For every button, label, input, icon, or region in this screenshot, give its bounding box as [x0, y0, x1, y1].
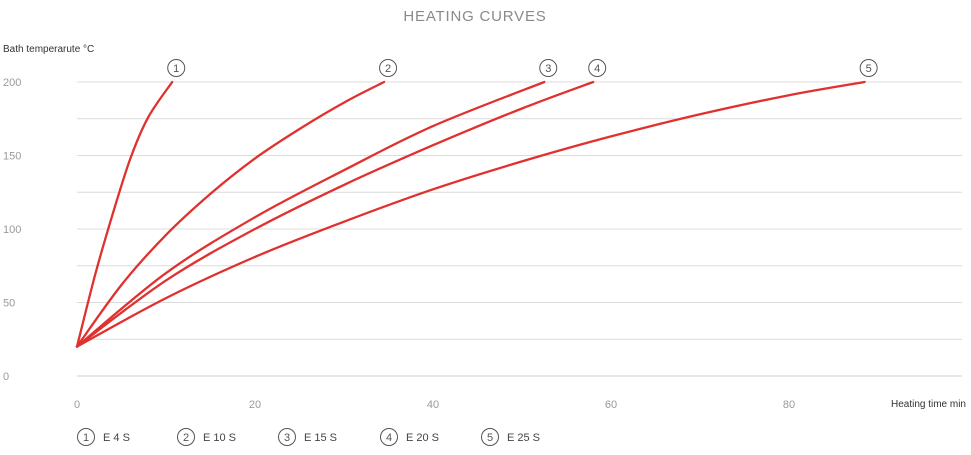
legend-label: E 10 S — [203, 432, 236, 444]
x-axis-label: Heating time min — [891, 399, 966, 410]
marker-number: 4 — [594, 63, 600, 75]
legend-label: E 25 S — [507, 432, 540, 444]
x-tick-label: 0 — [74, 399, 80, 411]
series-end-marker: 1 — [167, 59, 186, 77]
series-end-marker: 2 — [379, 59, 398, 77]
series-markers: 1 2 3 4 5 — [167, 59, 878, 77]
y-tick-label: 50 — [3, 298, 15, 310]
series-curves — [75, 80, 866, 348]
legend-marker-number: 3 — [284, 432, 290, 444]
series-end-marker: 5 — [859, 59, 878, 77]
x-tick-label: 80 — [783, 399, 795, 411]
y-axis-label: Bath temperarute °C — [3, 44, 94, 55]
legend-label: E 20 S — [406, 432, 439, 444]
legend-item: 1 E 4 S — [77, 428, 130, 446]
y-tick-label: 0 — [3, 371, 9, 383]
marker-circle — [588, 59, 607, 77]
x-tick-label: 40 — [427, 399, 439, 411]
legend-marker-number: 1 — [83, 432, 89, 444]
y-tick-label: 100 — [3, 224, 21, 236]
y-tick-label: 200 — [3, 77, 21, 89]
legend-label: E 15 S — [304, 432, 337, 444]
legend-marker-circle — [380, 428, 398, 446]
marker-number: 2 — [385, 63, 391, 75]
series-end-marker: 4 — [588, 59, 607, 77]
legend-label: E 4 S — [103, 432, 130, 444]
marker-circle — [167, 59, 186, 77]
y-tick-label: 150 — [3, 151, 21, 163]
legend-marker-number: 4 — [386, 432, 392, 444]
marker-number: 3 — [545, 63, 551, 75]
marker-circle — [859, 59, 878, 77]
legend-marker-circle — [177, 428, 195, 446]
legend-item: 5 E 25 S — [481, 428, 540, 446]
legend-marker-circle — [77, 428, 95, 446]
grid-lines — [77, 81, 962, 377]
legend-item: 2 E 10 S — [177, 428, 236, 446]
legend: 1 E 4 S 2 E 10 S 3 E 15 S 4 E 20 S 5 E 25 S — [77, 428, 540, 446]
legend-marker-circle — [481, 428, 499, 446]
legend-item: 4 E 20 S — [380, 428, 439, 446]
series-line — [75, 80, 386, 348]
x-tick-label: 20 — [249, 399, 261, 411]
marker-circle — [379, 59, 398, 77]
legend-marker-number: 5 — [487, 432, 493, 444]
series-line — [75, 80, 866, 348]
series-end-marker: 3 — [539, 59, 558, 77]
series-line — [75, 80, 174, 348]
marker-number: 1 — [173, 63, 179, 75]
series-line — [75, 80, 546, 348]
legend-marker-circle — [278, 428, 296, 446]
series-line — [75, 80, 595, 348]
chart-title: HEATING CURVES — [403, 8, 546, 25]
axis-ticks: 0 50 100 150 200 0 20 40 60 80 — [3, 77, 795, 411]
legend-marker-number: 2 — [183, 432, 189, 444]
x-tick-label: 60 — [605, 399, 617, 411]
marker-circle — [539, 59, 558, 77]
legend-item: 3 E 15 S — [278, 428, 337, 446]
marker-number: 5 — [866, 63, 872, 75]
